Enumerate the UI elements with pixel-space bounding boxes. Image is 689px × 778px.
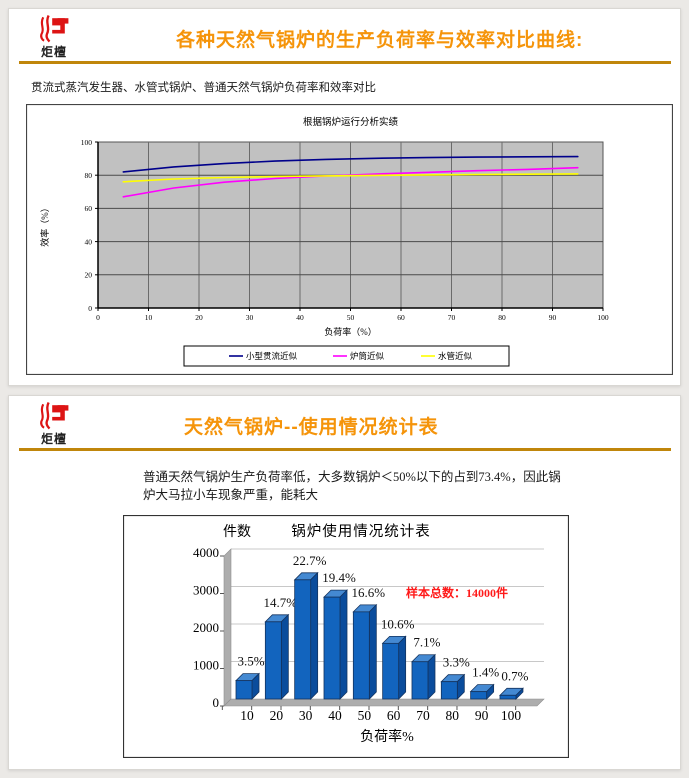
bar-chart-title: 锅炉使用情况统计表 — [291, 523, 431, 540]
x-tick-label: 50 — [347, 313, 355, 322]
slide2-body-line1: 普通天然气锅炉生产负荷率低，大多数锅炉＜50%以下的占到73.4%，因此锅 — [143, 470, 561, 484]
bar-value-label: 14.7% — [264, 595, 298, 610]
bar-x-tick-label: 100 — [501, 708, 521, 723]
legend-label: 水管近似 — [438, 351, 473, 361]
bar-y-tick-label: 1000 — [193, 658, 219, 673]
bar-y-tick-label: 2000 — [193, 620, 219, 635]
bar-value-label: 3.3% — [443, 655, 470, 670]
bar-x-tick-label: 50 — [358, 708, 372, 723]
bar-x-tick-label: 10 — [240, 708, 254, 723]
line-chart-title: 根据锅炉运行分析实绩 — [303, 116, 399, 128]
chart-floor — [223, 698, 545, 707]
y-tick-label: 20 — [85, 271, 93, 280]
bar-90 — [469, 683, 495, 700]
x-tick-label: 40 — [296, 313, 304, 322]
bar-value-label: 16.6% — [352, 585, 386, 600]
legend-label: 小型贯流近似 — [246, 351, 298, 361]
bar-y-tick-label: 3000 — [193, 583, 219, 598]
header-divider — [19, 448, 671, 451]
bar-value-label: 22.7% — [293, 553, 327, 568]
logo-brand-text: 炬檀 — [40, 432, 67, 446]
y-tick-label: 40 — [85, 237, 93, 246]
bar-y-tick-label: 0 — [213, 695, 220, 710]
slide1-subtitle: 贯流式蒸汽发生器、水管式锅炉、普通天然气锅炉负荷率和效率对比 — [31, 82, 376, 94]
bar-40 — [323, 589, 348, 700]
bar-value-label: 3.5% — [237, 654, 264, 669]
x-axis-title: 负荷率（%） — [324, 326, 377, 337]
line-chart-svg: 根据锅炉运行分析实绩 0 20 40 60 80 100 0 10 20 30 40 50 60 70 80 9… — [25, 103, 674, 376]
bar-x-tick-label: 80 — [446, 708, 460, 723]
slide-2: 炬檀 天然气锅炉--使用情况统计表 普通天然气锅炉生产负荷率低，大多数锅炉＜50… — [8, 395, 681, 770]
logo-brand-text: 炬檀 — [40, 45, 67, 59]
y-tick-label: 60 — [85, 204, 93, 213]
usage-bar-chart: 件数 锅炉使用情况统计表 0 1000 2000 3000 4000 3.5% 10 14.7% 2… — [122, 514, 570, 759]
bar-30 — [293, 571, 319, 700]
bar-chart-svg: 件数 锅炉使用情况统计表 0 1000 2000 3000 4000 3.5% 10 14.7% 2… — [122, 514, 570, 759]
logo: 炬檀 — [27, 400, 81, 446]
slide2-body-line2: 炉大马拉小车现象严重，能耗大 — [143, 488, 319, 502]
bar-value-label: 7.1% — [413, 635, 440, 650]
line-series-小型贯流近似 — [122, 155, 579, 173]
bar-x-axis-title: 负荷率% — [360, 728, 414, 745]
slide-1: 炬檀 各种天然气锅炉的生产负荷率与效率对比曲线: 贯流式蒸汽发生器、水管式锅炉、… — [8, 8, 681, 386]
chart-wall — [223, 548, 232, 707]
line-series-水管近似 — [122, 173, 579, 183]
y-tick-label: 80 — [85, 171, 93, 180]
x-tick-label: 60 — [397, 313, 405, 322]
bar-100 — [499, 687, 524, 700]
bar-50 — [352, 603, 378, 700]
bar-value-label: 0.7% — [501, 668, 528, 683]
bar-value-label: 1.4% — [472, 665, 499, 680]
bar-value-label: 10.6% — [381, 616, 415, 631]
bar-x-tick-label: 60 — [387, 708, 401, 723]
bar-80 — [440, 673, 466, 700]
bar-x-tick-label: 70 — [416, 708, 430, 723]
bar-70 — [411, 653, 436, 700]
slide2-body-text: 普通天然气锅炉生产负荷率低，大多数锅炉＜50%以下的占到73.4%，因此锅 炉大… — [143, 468, 561, 504]
y-tick-label: 0 — [88, 304, 92, 313]
y-axis-title: 效率（%） — [39, 203, 50, 247]
efficiency-line-chart: 根据锅炉运行分析实绩 0 20 40 60 80 100 0 10 20 30 40 50 60 70 80 9… — [25, 103, 674, 376]
bar-20 — [264, 613, 290, 700]
x-tick-label: 80 — [498, 313, 506, 322]
flame-logo-icon — [40, 401, 69, 430]
y-tick-label: 100 — [81, 138, 93, 147]
legend-label: 炉筒近似 — [350, 351, 385, 361]
bar-x-tick-label: 20 — [270, 708, 284, 723]
bar-y-tick-label: 4000 — [193, 545, 219, 560]
bar-x-tick-label: 90 — [475, 708, 489, 723]
slide1-title: 各种天然气锅炉的生产负荷率与效率对比曲线: — [176, 30, 584, 51]
x-tick-label: 0 — [96, 313, 100, 322]
x-tick-label: 20 — [195, 313, 203, 322]
sample-total-annotation: 样本总数：14000件 — [406, 585, 508, 600]
bar-60 — [381, 635, 407, 700]
x-tick-label: 70 — [448, 313, 456, 322]
x-tick-label: 100 — [597, 313, 609, 322]
x-tick-label: 90 — [549, 313, 557, 322]
bar-x-tick-label: 30 — [299, 708, 313, 723]
header-divider — [19, 61, 671, 64]
slide2-title: 天然气锅炉--使用情况统计表 — [184, 417, 439, 438]
x-tick-label: 10 — [145, 313, 153, 322]
flame-logo-icon — [40, 14, 69, 43]
bar-y-axis-title: 件数 — [223, 524, 251, 540]
bar-x-tick-label: 40 — [328, 708, 342, 723]
x-tick-label: 30 — [246, 313, 254, 322]
logo: 炬檀 — [27, 13, 81, 59]
bar-10 — [235, 672, 260, 700]
bar-value-label: 19.4% — [322, 570, 356, 585]
